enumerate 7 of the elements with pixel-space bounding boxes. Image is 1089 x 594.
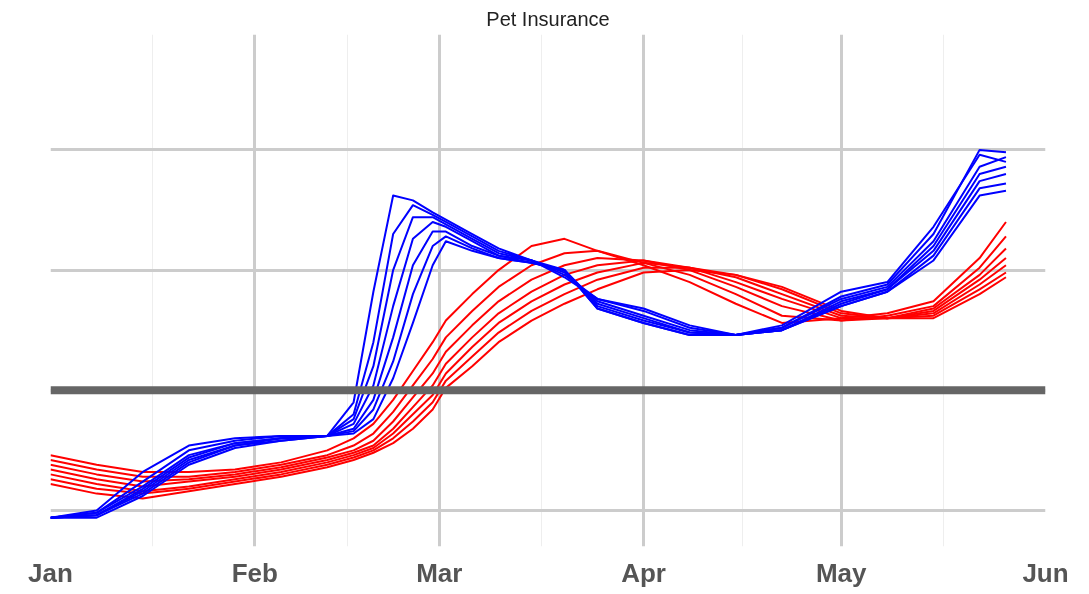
x-tick-label: Jun — [1022, 557, 1069, 588]
x-tick-label: Jan — [28, 557, 73, 588]
x-tick-label: May — [815, 557, 868, 588]
x-tick-label: Mar — [416, 557, 463, 588]
chart-title: Pet Insurance — [486, 7, 610, 30]
x-tick-label: Feb — [231, 557, 278, 588]
x-tick-label: Apr — [621, 557, 666, 588]
